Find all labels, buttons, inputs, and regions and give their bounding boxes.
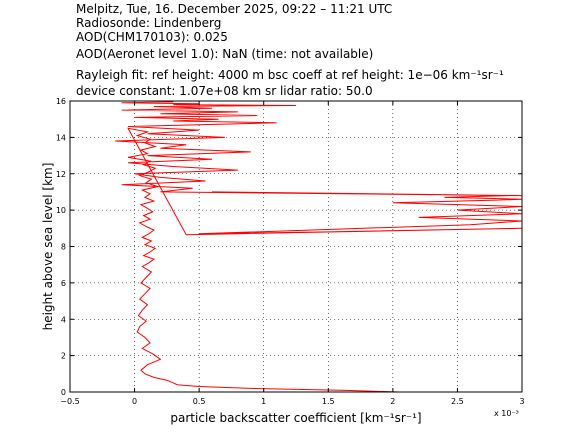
x-tick-label: 1: [261, 397, 266, 406]
y-tick-label: 10: [56, 206, 66, 215]
title-line-rayleigh-fit: Rayleigh fit: ref height: 4000 m bsc coe…: [76, 68, 504, 82]
x-axis-ticks: −0.5 0 0.5 1 1.5 2 2.5 3: [60, 101, 525, 406]
y-tick-label: 2: [61, 352, 66, 361]
x-tick-label: 0: [132, 397, 137, 406]
x-tick-label: 0.5: [193, 397, 206, 406]
grid-lines: [70, 101, 522, 392]
title-line-location-time: Melpitz, Tue, 16. December 2025, 09:22 –…: [76, 2, 393, 16]
x-tick-label: 2.5: [451, 397, 464, 406]
x-axis-label: particle backscatter coefficient [km⁻¹sr…: [170, 411, 421, 425]
y-tick-label: 16: [56, 97, 66, 106]
y-tick-label: 12: [56, 170, 66, 179]
title-line-aod-aeronet: AOD(Aeronet level 1.0): NaN (time: not a…: [76, 47, 374, 61]
title-line-radiosonde: Radiosonde: Lindenberg: [76, 16, 222, 30]
x-tick-label: 2: [390, 397, 395, 406]
y-tick-label: 0: [61, 388, 66, 397]
y-axis-label: height above sea level [km]: [41, 163, 55, 331]
y-tick-label: 14: [56, 133, 66, 142]
y-axis-ticks: 0 2 4 6 8 10 12 14 16: [56, 97, 522, 397]
y-tick-label: 8: [61, 243, 66, 252]
x-tick-label: −0.5: [60, 397, 79, 406]
y-tick-label: 4: [61, 315, 66, 324]
x-tick-label: 3: [519, 397, 524, 406]
backscatter-profile-line: [115, 101, 523, 393]
x-tick-label: 1.5: [322, 397, 335, 406]
title-line-aod-chm: AOD(CHM170103): 0.025: [76, 30, 228, 44]
x-axis-scale-exponent: x 10⁻³: [494, 409, 519, 418]
title-line-device-constant: device constant: 1.07e+08 km sr lidar ra…: [76, 84, 373, 98]
y-tick-label: 6: [61, 279, 66, 288]
